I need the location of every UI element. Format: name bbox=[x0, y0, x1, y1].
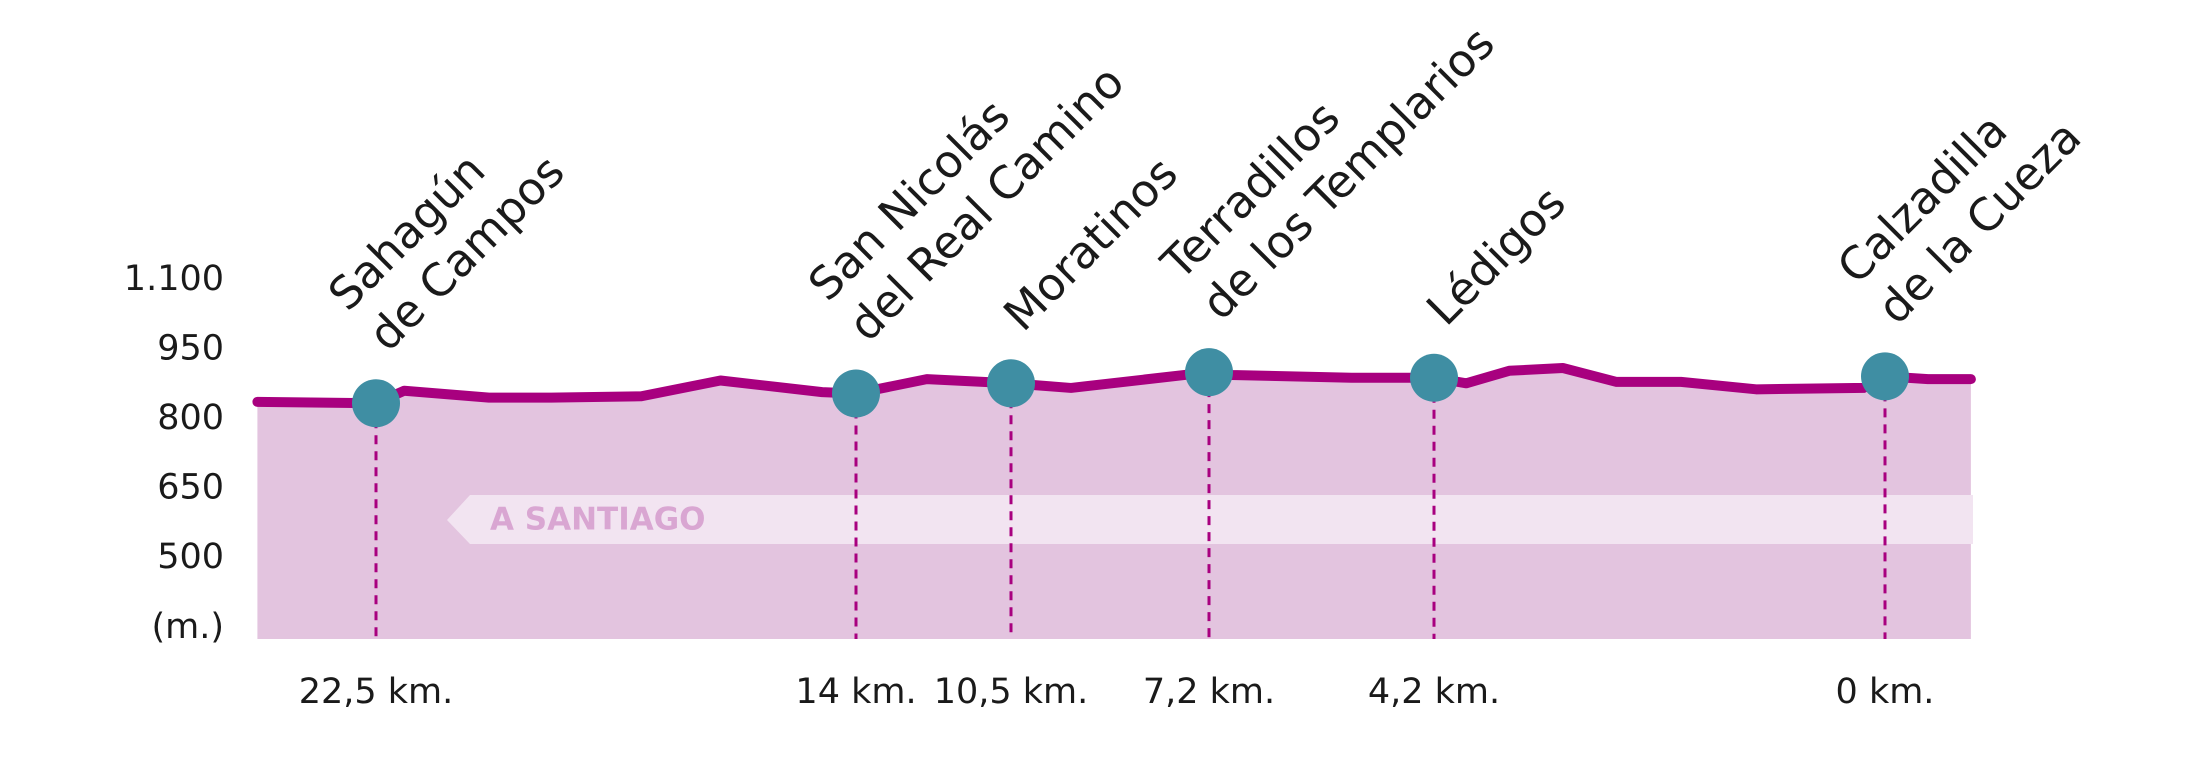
y-tick-label: 650 bbox=[157, 467, 224, 507]
y-tick-label: 950 bbox=[157, 328, 224, 368]
y-tick-label: 500 bbox=[157, 537, 224, 577]
x-tick-label: 22,5 km. bbox=[299, 672, 454, 712]
x-tick-label: 4,2 km. bbox=[1368, 672, 1500, 712]
stop-marker bbox=[1185, 348, 1233, 397]
x-tick-label: 0 km. bbox=[1836, 672, 1935, 712]
y-tick-label: 1.100 bbox=[124, 259, 224, 299]
stop-marker bbox=[832, 369, 880, 418]
y-axis-label: (m.) bbox=[151, 607, 224, 647]
x-tick-label: 7,2 km. bbox=[1143, 672, 1275, 712]
stop-name: Lédigos bbox=[1416, 176, 1576, 336]
stop-marker bbox=[1410, 353, 1458, 402]
stop-marker bbox=[352, 379, 400, 428]
x-tick-label: 14 km. bbox=[795, 672, 916, 712]
y-tick-label: 800 bbox=[157, 398, 224, 438]
stop-marker bbox=[1861, 352, 1909, 401]
x-tick-label: 10,5 km. bbox=[934, 672, 1089, 712]
stop-label: Lédigos bbox=[1416, 176, 1576, 336]
arrow-label: A SANTIAGO bbox=[490, 502, 706, 538]
stop-marker bbox=[987, 359, 1035, 408]
